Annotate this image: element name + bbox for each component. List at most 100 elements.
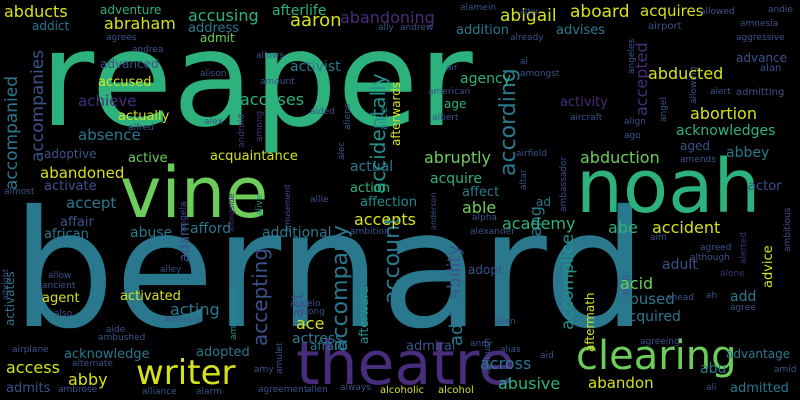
word-advanced: advanced [100,57,159,71]
word-address: address [188,21,240,36]
word-abuse: abuse [130,225,173,241]
word-abbey: abbey [726,145,770,161]
word-airport: airport [648,21,682,32]
word-ad: ad [536,195,551,209]
word-abe: abe [608,218,638,237]
word-allows: allows [256,51,285,61]
word-adding: adding [446,284,467,346]
word-among: among [255,110,265,142]
word-theatre: theatre [296,329,516,399]
word-aliens: aliens [343,103,353,130]
word-acknowledges: acknowledges [676,123,776,139]
word-alamein: alamein [460,3,497,13]
word-abused: abused [620,290,675,308]
word-also: also [54,309,73,319]
word-actress: actress [292,331,343,347]
word-aaron: aaron [290,10,342,31]
word-abigail: abigail [500,6,557,26]
word-accidentally: accidentally [366,73,390,194]
word-al: al [520,57,529,67]
word-acquire: acquire [430,171,482,187]
word-anderson: anderson [429,192,438,230]
word-adopt: adopt [468,263,503,277]
word-abusive: abusive [498,374,561,393]
word-affection: affection [360,195,417,210]
word-advance: advance [736,51,788,65]
word-advantage: advantage [726,347,791,361]
word-accomplice: accomplice [558,233,578,330]
word-angeles: angeles [627,38,637,74]
word-afterwards: afterwards [389,81,403,146]
word-abby: abby [68,370,108,389]
word-alternate: alternate [72,359,113,369]
word-afterward: afterward [357,286,371,344]
word-admits: admits [6,381,51,396]
word-abandoning: abandoning [340,8,435,27]
word-acquired: acquired [620,309,681,325]
word-aid: aid [540,351,554,361]
word-addition: addition [456,23,509,38]
word-abu: abu [700,361,727,377]
word-actor: actor [748,179,782,194]
word-agent: agent [42,291,80,306]
word-clearing: clearing [576,333,737,379]
word-angelo: angelo [290,299,321,309]
word-aircraft: aircraft [570,113,603,123]
word-add: add [730,289,757,305]
word-amulet: amulet [275,342,285,374]
word-accuses: accuses [240,90,305,109]
word-accept: accept [66,194,117,212]
word-reaper: reaper [40,3,473,157]
word-accepts: accepts [354,210,417,229]
word-along: along [300,307,325,317]
word-already: already [510,33,544,43]
word-airfield: airfield [516,149,548,159]
word-noah: noah [576,144,761,230]
word-ancient: ancient [42,281,76,291]
word-abruptly: abruptly [424,148,492,167]
word-ace: ace [296,314,325,333]
word-agreement: agreement [258,385,308,395]
word-abraham: abraham [104,14,176,33]
word-aided: aided [310,107,335,117]
word-age: age [444,97,467,111]
word-adoptive: adoptive [44,147,97,161]
word-achieve: achieve [78,92,137,110]
word-amount: amount [260,77,295,87]
word-acknowledge: acknowledge [64,347,150,362]
word-aboard: aboard [570,2,630,22]
word-aim: aim [650,233,667,243]
word-alter: alter [520,7,539,16]
word-alfred: alfred [128,123,154,133]
word-american: american [428,87,471,97]
word-abandoned: abandoned [40,164,125,182]
word-access: access [6,358,60,377]
word-abduction: abduction [580,148,660,167]
word-accepting: accepting [248,247,272,346]
word-african: african [44,227,89,242]
word-agreeing: agreeing [640,337,680,347]
word-always: always [340,383,371,393]
word-android: android [237,113,247,148]
word-acid: acid [620,274,654,293]
word-able: able [462,198,497,217]
word-acquaintance: acquaintance [210,149,298,164]
word-andrew: andrew [400,23,434,33]
word-adventure: adventure [100,3,162,17]
word-alley: alley [160,265,182,275]
word-afterlife: afterlife [272,3,327,19]
word-andrea: andrea [132,45,164,55]
word-alerted: alerted [739,231,749,264]
word-alpha: alpha [472,213,497,223]
word-bernard: bernard [12,177,647,365]
word-ah: ah [706,291,718,301]
word-align: align [624,117,646,127]
word-agency: agency [460,71,511,87]
word-acting: acting [170,300,220,319]
word-action: action [350,181,391,196]
word-amongst: amongst [520,69,560,79]
word-academy: academy [502,214,576,233]
word-amends: amends [680,155,716,165]
word-alexander: alexander [470,227,515,237]
word-admitted: admitted [730,381,789,396]
